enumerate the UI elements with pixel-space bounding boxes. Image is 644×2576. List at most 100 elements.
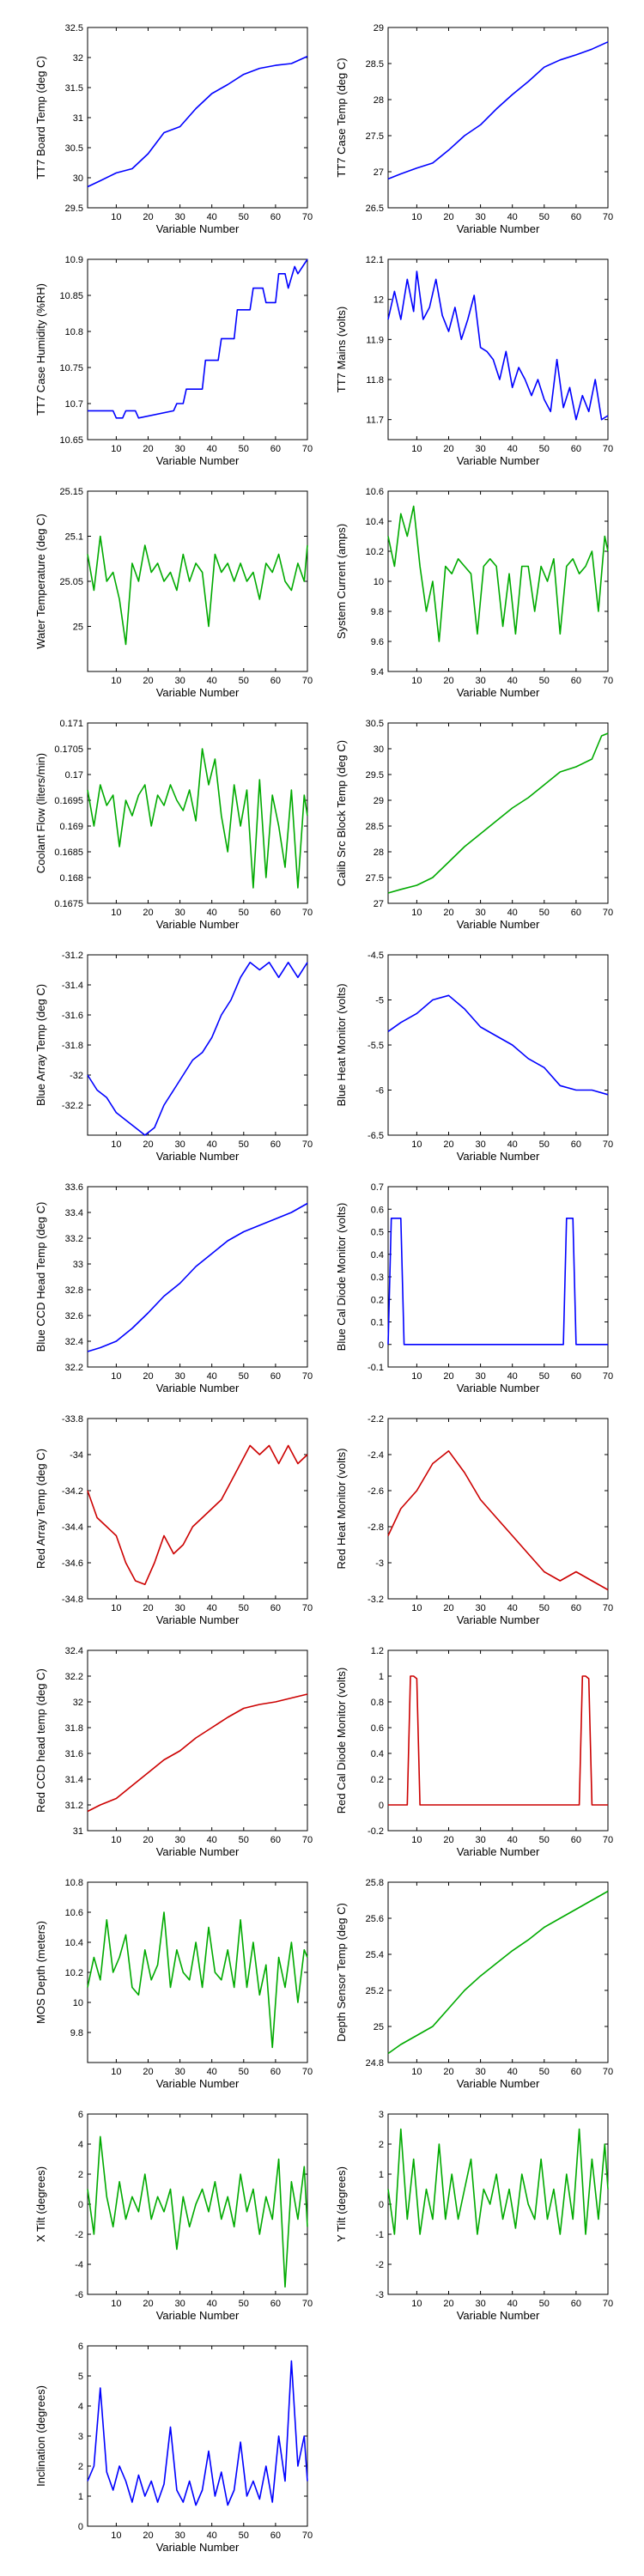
y-tick-label: 25.8 (366, 1878, 384, 1888)
x-tick-label: 30 (475, 2067, 485, 2077)
y-tick-label: 0.1 (371, 1318, 384, 1328)
x-tick-label: 50 (239, 212, 249, 222)
chart-panel-3: 10 20 30 40 50 60 70 10.65 10.7 10.75 10.8 10.85 10.… (34, 255, 313, 467)
x-tick-label: 10 (111, 2067, 121, 2077)
x-tick-label: 50 (539, 1139, 550, 1150)
y-tick-label: 6 (78, 2342, 83, 2352)
series-line (87, 962, 308, 1136)
y-tick-label: 9.6 (371, 637, 384, 647)
x-axis-label: Variable Number (457, 454, 540, 467)
x-tick-label: 10 (411, 676, 422, 686)
plot-area (387, 954, 609, 1136)
y-tick-label: -31.8 (62, 1041, 83, 1051)
x-axis-label: Variable Number (156, 686, 240, 699)
series-line (387, 732, 609, 894)
chart-panel-10: 10 20 30 40 50 60 70 -6.5 -6 -5.5 -5 -4.5 Variable N… (335, 951, 613, 1163)
y-axis-label: TT7 Case Humidity (%RH) (34, 283, 47, 416)
x-tick-label: 70 (603, 1371, 613, 1382)
y-axis-label: X Tilt (degrees) (34, 2166, 47, 2242)
x-tick-label: 20 (443, 444, 453, 454)
x-tick-label: 10 (111, 1139, 121, 1150)
chart-panel-17: 10 20 30 40 50 60 70 9.8 10 10.2 10.4 10.6 10.8 Varia… (34, 1878, 313, 2090)
x-axis-label: Variable Number (156, 1150, 240, 1163)
y-tick-label: 32.4 (65, 1337, 83, 1347)
y-tick-label: 5 (78, 2372, 83, 2382)
x-tick-label: 30 (174, 1139, 185, 1150)
y-tick-label: -31.2 (62, 951, 83, 961)
x-tick-label: 60 (270, 2299, 281, 2309)
y-tick-label: 26.5 (366, 204, 384, 214)
y-tick-label: -0.2 (368, 1826, 384, 1837)
x-axis-label: Variable Number (457, 918, 540, 931)
y-tick-label: 31 (73, 1826, 83, 1837)
y-tick-label: 25.2 (366, 1986, 384, 1996)
series-line (387, 1218, 608, 1346)
y-tick-label: 30 (73, 173, 83, 184)
y-tick-label: 0.6 (371, 1723, 384, 1734)
x-tick-label: 40 (207, 908, 217, 918)
y-tick-label: 0.5 (371, 1228, 384, 1238)
x-tick-label: 40 (507, 676, 518, 686)
y-tick-label: 0.8 (371, 1698, 384, 1708)
chart-panel-14: 10 20 30 40 50 60 70 -3.2 -3 -2.8 -2.6 -2.4 -2.2 Vari… (335, 1414, 613, 1626)
series-line (387, 1890, 609, 2055)
x-tick-label: 60 (270, 1835, 281, 1845)
x-tick-label: 70 (603, 908, 613, 918)
y-tick-label: -32.2 (62, 1101, 83, 1111)
y-axis-label: Red Heat Monitor (volts) (335, 1449, 348, 1570)
x-tick-label: 40 (207, 2299, 217, 2309)
plot-area (387, 27, 609, 209)
y-tick-label: 0.4 (371, 1250, 384, 1261)
y-tick-label: 11.9 (366, 335, 384, 345)
y-tick-label: 0.169 (59, 822, 83, 832)
x-tick-label: 10 (411, 1371, 422, 1382)
y-tick-label: 0.171 (59, 719, 83, 729)
x-tick-label: 30 (174, 1371, 185, 1382)
x-axis-label: Variable Number (457, 2077, 540, 2090)
chart-panel-8: 10 20 30 40 50 60 70 27 27.5 28 28.5 29 29.5 30 30.5 Va… (335, 719, 613, 931)
series-line (387, 505, 609, 642)
y-axis-label: MOS Depth (meters) (34, 1921, 47, 2024)
x-tick-label: 10 (411, 212, 422, 222)
x-tick-label: 60 (270, 676, 281, 686)
x-tick-label: 50 (239, 1371, 249, 1382)
y-tick-label: 32.8 (65, 1285, 83, 1296)
x-tick-label: 20 (143, 676, 153, 686)
y-tick-label: -32 (70, 1071, 83, 1081)
x-axis-label: Variable Number (156, 2541, 240, 2554)
x-tick-label: 70 (302, 2299, 313, 2309)
y-tick-label: 31.5 (65, 83, 83, 94)
x-tick-label: 70 (302, 444, 313, 454)
x-tick-label: 60 (571, 2067, 581, 2077)
y-tick-label: -2 (375, 2260, 384, 2270)
x-tick-label: 50 (539, 908, 550, 918)
y-tick-label: 0.1695 (54, 796, 83, 806)
x-tick-label: 60 (571, 444, 581, 454)
x-tick-label: 40 (207, 1603, 217, 1613)
y-tick-label: 0 (379, 1340, 384, 1351)
x-tick-label: 30 (475, 1371, 485, 1382)
y-tick-label: 0.7 (371, 1182, 384, 1193)
y-axis-label: Water Temperature (deg C) (34, 513, 47, 649)
x-tick-label: 60 (270, 212, 281, 222)
y-tick-label: -3.2 (368, 1595, 384, 1605)
x-axis-label: Variable Number (156, 1613, 240, 1626)
y-tick-label: 1 (78, 2492, 83, 2502)
series-line (87, 1693, 308, 1813)
plot-area (87, 1881, 308, 2063)
y-tick-label: 10.7 (65, 399, 83, 410)
plot-area (87, 2345, 308, 2527)
x-tick-label: 70 (302, 212, 313, 222)
x-axis-label: Variable Number (457, 2309, 540, 2322)
y-tick-label: 9.4 (371, 667, 384, 677)
y-tick-label: 1 (379, 2170, 384, 2180)
x-tick-label: 20 (143, 444, 153, 454)
y-tick-label: 32.6 (65, 1311, 83, 1321)
plot-area (87, 2113, 308, 2295)
plot-area (87, 722, 308, 904)
plot-area (387, 1418, 609, 1600)
y-tick-label: -34 (70, 1450, 83, 1461)
x-tick-label: 10 (111, 2299, 121, 2309)
y-tick-label: -6 (375, 1086, 384, 1097)
x-tick-label: 10 (111, 1371, 121, 1382)
